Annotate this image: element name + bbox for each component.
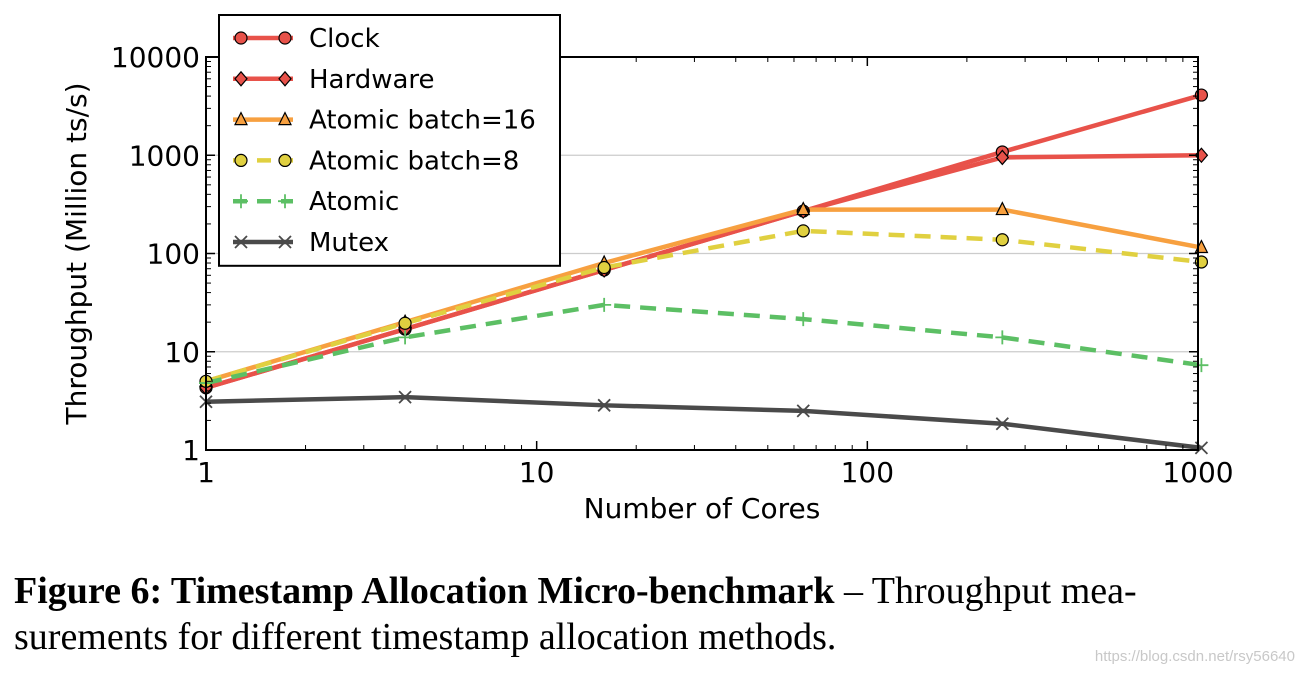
ticks: 1 10 100 1000 1 10 100 1000 10000 xyxy=(111,41,1234,489)
data-point-atomic-batch-16 xyxy=(796,201,811,216)
data-point-atomic-batch-8 xyxy=(398,316,412,330)
x-tick-label: 10 xyxy=(519,456,555,489)
legend-marker-atomic-batch-16 xyxy=(234,111,248,126)
data-point-atomic xyxy=(995,330,1010,345)
data-point-hardware xyxy=(995,149,1010,166)
data-point-atomic xyxy=(597,297,612,312)
data-point-mutex xyxy=(995,417,1009,431)
data-point-atomic-batch-16 xyxy=(995,201,1010,216)
legend-marker-hardware xyxy=(278,70,292,87)
y-tick-label: 100 xyxy=(147,238,200,271)
data-point-atomic-batch-8 xyxy=(995,233,1009,247)
y-tick-label: 1000 xyxy=(129,139,200,172)
y-tick-label: 10000 xyxy=(111,41,200,74)
legend-label-atomic-batch-8: Atomic batch=8 xyxy=(309,146,519,176)
legend-marker-atomic-batch-16 xyxy=(278,111,292,126)
data-point-atomic-batch-8 xyxy=(796,224,810,238)
series-lines xyxy=(205,92,1203,451)
legend-marker-mutex xyxy=(278,235,292,249)
x-tick-label: 1000 xyxy=(1162,456,1233,489)
legend-label-atomic: Atomic xyxy=(309,187,399,217)
legend-marker-atomic xyxy=(278,194,292,209)
legend-marker-mutex xyxy=(234,235,248,249)
watermark: https://blog.csdn.net/rsy56640 xyxy=(1094,648,1295,665)
legend-marker-clock xyxy=(234,31,248,45)
legend-label-mutex: Mutex xyxy=(309,228,389,258)
legend-label-hardware: Hardware xyxy=(309,65,435,95)
legend-marker-atomic-batch-8 xyxy=(278,153,292,167)
series-line-atomic xyxy=(205,302,1202,386)
series-markers xyxy=(199,88,1209,455)
legend-marker-atomic xyxy=(234,194,248,209)
legend-marker-atomic-batch-8 xyxy=(234,153,248,167)
legend-marker-hardware xyxy=(234,70,248,87)
legend-marker-clock xyxy=(278,31,292,45)
data-point-atomic xyxy=(796,312,811,327)
figure-caption: Figure 6: Timestamp Allocation Micro-ben… xyxy=(14,568,1294,660)
data-point-mutex xyxy=(398,390,412,404)
legend-box xyxy=(218,14,561,267)
x-axis-label: Number of Cores xyxy=(584,492,821,525)
x-tick-label: 1 xyxy=(197,456,215,489)
chart: 1 10 100 1000 1 10 100 1000 10000 Number of Core… xyxy=(60,14,1234,525)
legend: Clock Hardware Atomic batch=16 Atomic batch… xyxy=(218,14,561,267)
series-line-atomic-batch-16 xyxy=(205,207,1202,384)
data-point-atomic-batch-8 xyxy=(597,260,611,275)
data-point-atomic xyxy=(398,330,413,345)
y-tick-label: 1 xyxy=(182,434,200,467)
series-line-hardware xyxy=(205,153,1202,390)
legend-label-atomic-batch-16: Atomic batch=16 xyxy=(309,106,536,136)
caption-title: Figure 6: Timestamp Allocation Micro-ben… xyxy=(14,570,835,612)
caption-text: – Throughput mea- surements for differen… xyxy=(14,570,1137,658)
data-point-atomic xyxy=(1194,358,1209,373)
data-point-mutex xyxy=(796,404,810,418)
data-point-mutex xyxy=(597,398,611,412)
y-axis-label: Throughput (Million ts/s) xyxy=(60,82,93,425)
x-tick-label: 100 xyxy=(841,456,894,489)
series-line-mutex xyxy=(205,394,1202,451)
y-tick-label: 10 xyxy=(164,336,200,369)
legend-label-clock: Clock xyxy=(309,24,380,54)
